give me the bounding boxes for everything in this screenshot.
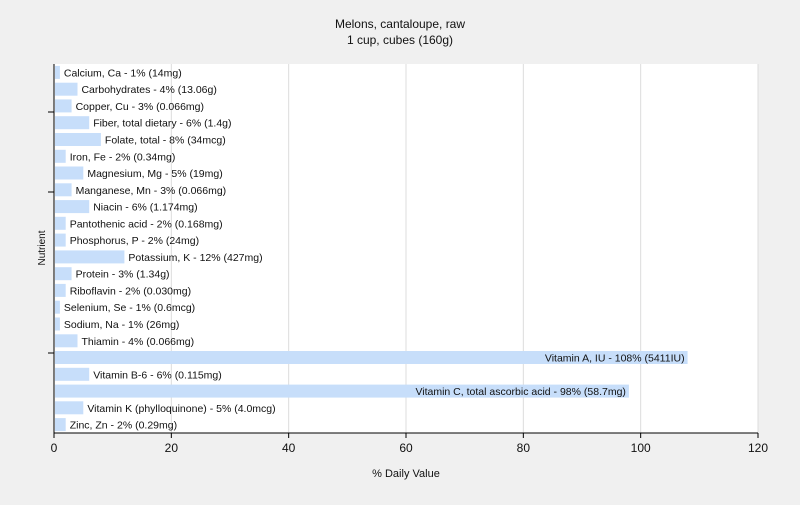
bar-label: Sodium, Na - 1% (26mg) [64,319,180,331]
bar [55,367,90,381]
bar-label: Folate, total - 8% (34mcg) [105,135,226,147]
x-tick-label: 0 [51,441,58,455]
bar-label: Niacin - 6% (1.174mg) [93,202,197,214]
bar-label: Protein - 3% (1.34g) [76,269,170,281]
bar-label: Vitamin C, total ascorbic acid - 98% (58… [415,386,625,398]
x-tick-label: 40 [282,441,296,455]
bar-label: Vitamin B-6 - 6% (0.115mg) [93,369,222,381]
x-axis-label: % Daily Value [372,468,440,480]
bar-label: Pantothenic acid - 2% (0.168mg) [70,218,223,230]
bar [55,133,101,146]
x-tick-label: 20 [165,441,179,455]
bar-label: Selenium, Se - 1% (0.6mcg) [64,302,195,314]
bar-label: Copper, Cu - 3% (0.066mg) [76,101,204,113]
bar-label: Zinc, Zn - 2% (0.29mg) [70,420,177,432]
bar [55,300,60,314]
bar-label: Calcium, Ca - 1% (14mg) [64,67,182,79]
bar [55,283,66,297]
x-tick-label: 120 [748,441,768,455]
bar [55,166,84,180]
bar [55,351,688,364]
bar-label: Vitamin K (phylloquinone) - 5% (4.0mcg) [87,403,275,415]
bar [55,267,72,281]
bar [55,233,66,247]
x-tick-label: 100 [631,441,651,455]
bar [55,384,629,398]
bar [55,216,66,230]
bar-label: Iron, Fe - 2% (0.34mg) [70,151,176,163]
bar-label: Manganese, Mn - 3% (0.066mg) [76,185,227,197]
bar-label: Carbohydrates - 4% (13.06g) [81,84,216,96]
bar-label: Riboflavin - 2% (0.030mg) [70,285,191,297]
x-tick-label: 60 [399,441,413,455]
bar-label: Fiber, total dietary - 6% (1.4g) [93,118,231,130]
bar-label: Magnesium, Mg - 5% (19mg) [87,168,222,180]
bar [55,401,84,415]
bar [55,183,72,197]
bar [55,200,90,214]
chart-subtitle: 1 cup, cubes (160g) [347,33,453,47]
chart-title: Melons, cantaloupe, raw [335,17,465,31]
bar-label: Potassium, K - 12% (427mg) [128,252,262,264]
bar [55,418,66,432]
y-axis-label: Nutrient [37,230,48,265]
bar [55,334,78,348]
bar-label: Vitamin A, IU - 108% (5411IU) [545,353,685,365]
bar [55,65,60,79]
bar [55,317,60,331]
bar-label: Thiamin - 4% (0.066mg) [81,336,194,348]
bar [55,149,66,163]
x-tick-label: 80 [517,441,531,455]
plot-area: Calcium, Ca - 1% (14mg) Carbohydrates - 4… [48,64,768,455]
bar [55,82,78,96]
bar [55,116,90,130]
bar [55,99,72,113]
bar [55,250,125,264]
bar-label: Phosphorus, P - 2% (24mg) [70,235,199,247]
